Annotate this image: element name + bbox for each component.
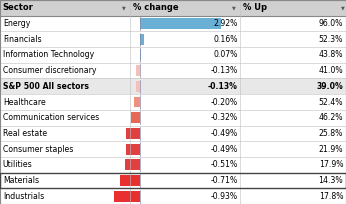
Text: -0.51%: -0.51% xyxy=(210,160,238,169)
Text: 52.3%: 52.3% xyxy=(319,35,343,44)
Text: Utilities: Utilities xyxy=(3,160,33,169)
Bar xyxy=(136,81,139,92)
Bar xyxy=(0,31,346,47)
Bar xyxy=(125,159,139,170)
Bar xyxy=(0,79,346,94)
Bar xyxy=(0,157,346,173)
Text: -0.13%: -0.13% xyxy=(210,66,238,75)
Text: 21.9%: 21.9% xyxy=(319,145,343,154)
Text: Consumer staples: Consumer staples xyxy=(3,145,73,154)
Bar xyxy=(0,0,346,16)
Text: Consumer discretionary: Consumer discretionary xyxy=(3,66,96,75)
Text: % change: % change xyxy=(133,3,178,12)
Bar xyxy=(120,175,139,186)
Text: -0.13%: -0.13% xyxy=(208,82,238,91)
Text: Information Technology: Information Technology xyxy=(3,50,94,59)
Bar xyxy=(126,144,139,155)
Text: -0.93%: -0.93% xyxy=(211,192,238,201)
Bar xyxy=(126,128,139,139)
Text: 41.0%: 41.0% xyxy=(319,66,343,75)
Text: -0.49%: -0.49% xyxy=(210,145,238,154)
Bar xyxy=(130,112,139,123)
Text: 25.8%: 25.8% xyxy=(319,129,343,138)
Text: 0.16%: 0.16% xyxy=(213,35,238,44)
Bar xyxy=(139,49,142,60)
Bar xyxy=(0,173,346,188)
Text: % Up: % Up xyxy=(243,3,267,12)
Text: 0.07%: 0.07% xyxy=(213,50,238,59)
Bar xyxy=(0,173,346,188)
Bar xyxy=(139,34,144,45)
Text: 14.3%: 14.3% xyxy=(319,176,343,185)
Text: ▼: ▼ xyxy=(233,5,236,10)
Bar xyxy=(0,63,346,79)
Bar xyxy=(0,16,346,31)
Bar xyxy=(0,125,346,141)
Text: 43.8%: 43.8% xyxy=(319,50,343,59)
Text: 2.92%: 2.92% xyxy=(213,19,238,28)
Text: Industrials: Industrials xyxy=(3,192,44,201)
Text: 17.9%: 17.9% xyxy=(319,160,343,169)
Text: Communication services: Communication services xyxy=(3,113,99,122)
Text: 46.2%: 46.2% xyxy=(319,113,343,122)
Text: -0.71%: -0.71% xyxy=(210,176,238,185)
Text: Healthcare: Healthcare xyxy=(3,98,46,106)
Text: Real estate: Real estate xyxy=(3,129,47,138)
Text: -0.49%: -0.49% xyxy=(210,129,238,138)
Text: Energy: Energy xyxy=(3,19,30,28)
Text: ▼: ▼ xyxy=(122,5,125,10)
Bar xyxy=(134,96,139,108)
Text: Sector: Sector xyxy=(3,3,34,12)
Text: Materials: Materials xyxy=(3,176,39,185)
Text: 96.0%: 96.0% xyxy=(319,19,343,28)
Bar xyxy=(0,188,346,204)
Bar xyxy=(139,18,221,29)
Text: Financials: Financials xyxy=(3,35,42,44)
Text: ▼: ▼ xyxy=(341,5,344,10)
Bar xyxy=(0,94,346,110)
Text: 17.8%: 17.8% xyxy=(319,192,343,201)
Bar xyxy=(0,47,346,63)
Bar xyxy=(113,191,139,202)
Text: -0.20%: -0.20% xyxy=(211,98,238,106)
Text: -0.32%: -0.32% xyxy=(211,113,238,122)
Text: 52.4%: 52.4% xyxy=(319,98,343,106)
Bar xyxy=(0,141,346,157)
Text: S&P 500 All sectors: S&P 500 All sectors xyxy=(3,82,89,91)
Bar xyxy=(136,65,139,76)
Bar xyxy=(0,110,346,125)
Text: 39.0%: 39.0% xyxy=(317,82,343,91)
